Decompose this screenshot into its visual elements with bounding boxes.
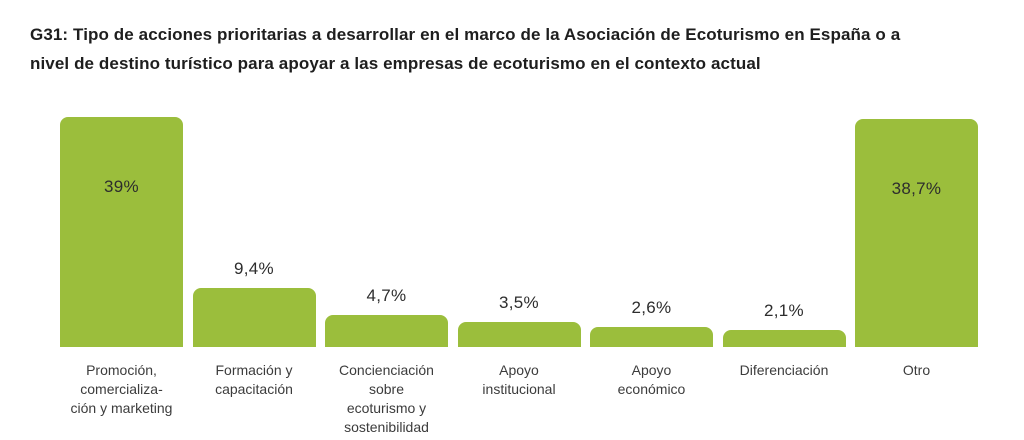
category-label: Apoyo institucional bbox=[482, 362, 556, 397]
bar bbox=[722, 330, 846, 347]
bars-row: 39% 9,4% 4,7% 3,5% 2,6% 2,1% 38,7% bbox=[60, 115, 978, 347]
bar-column-1: 9,4% bbox=[192, 115, 316, 347]
category-label: Diferenciación bbox=[739, 362, 829, 378]
bar-column-2: 4,7% bbox=[325, 115, 448, 347]
bar-value-label: 2,1% bbox=[764, 301, 804, 320]
bar-value-label: 38,7% bbox=[891, 179, 942, 198]
bar-value-label: 2,6% bbox=[631, 298, 672, 317]
bar-column-5: 2,1% bbox=[722, 115, 846, 347]
category-label: Apoyo económico bbox=[617, 362, 686, 397]
bar-column-0: 39% bbox=[60, 115, 183, 347]
category-label: Otro bbox=[902, 362, 931, 378]
bar-column-4: 2,6% bbox=[590, 115, 713, 347]
bar-value-label: 4,7% bbox=[366, 286, 407, 305]
category-label: Formación y capacitación bbox=[215, 362, 293, 397]
chart-title: G31: Tipo de acciones prioritarias a des… bbox=[30, 25, 901, 73]
bar-value-label: 3,5% bbox=[499, 293, 539, 312]
bar bbox=[192, 288, 316, 347]
bar bbox=[855, 119, 978, 347]
category-labels-row: Promoción, comercializa- ción y marketin… bbox=[60, 361, 978, 437]
bar-column-3: 3,5% bbox=[457, 115, 581, 347]
bar-value-label: 9,4% bbox=[234, 259, 274, 278]
bar bbox=[325, 315, 448, 347]
bar-value-label: 39% bbox=[104, 177, 139, 196]
bar-column-6: 38,7% bbox=[855, 115, 978, 347]
bar bbox=[590, 327, 713, 347]
category-label: Concienciación sobre ecoturismo y sosten… bbox=[339, 362, 434, 435]
bar bbox=[60, 117, 183, 347]
category-label: Promoción, comercializa- ción y marketin… bbox=[70, 362, 173, 416]
bar bbox=[457, 322, 581, 347]
